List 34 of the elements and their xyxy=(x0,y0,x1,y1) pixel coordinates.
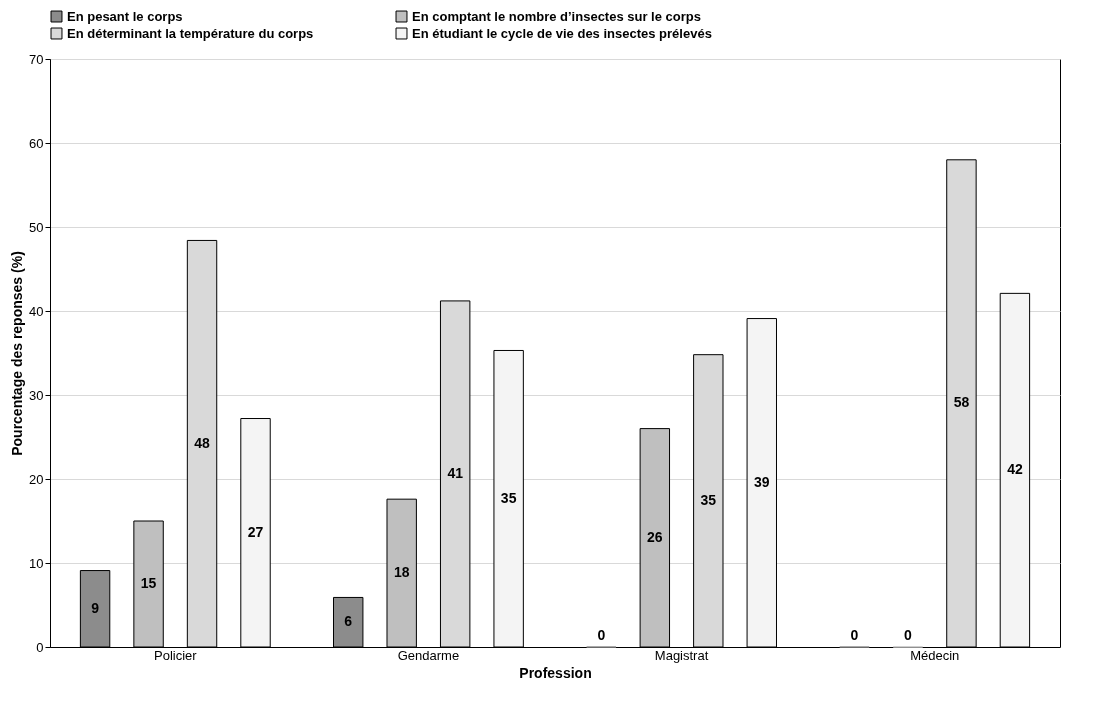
legend-label: En comptant le nombre d’insectes sur le corps xyxy=(412,8,701,24)
data-label: 48 xyxy=(194,434,211,451)
x-tick-label: Gendarme xyxy=(397,647,460,663)
data-label: 35 xyxy=(700,491,717,508)
data-label: 35 xyxy=(500,489,517,506)
x-tick-label: Magistrat xyxy=(654,647,709,663)
y-tick-label: 70 xyxy=(29,51,44,67)
y-tick-label: 10 xyxy=(29,555,44,571)
y-tick-label: 40 xyxy=(29,303,44,319)
y-tick-label: 0 xyxy=(36,639,44,655)
data-label: 6 xyxy=(344,613,353,630)
data-label: 0 xyxy=(597,627,606,643)
x-axis-title: Profession xyxy=(519,664,592,681)
legend-label: En pesant le corps xyxy=(67,8,183,24)
data-label: 39 xyxy=(754,473,770,490)
data-label: 0 xyxy=(904,627,913,643)
data-label: 27 xyxy=(247,523,264,540)
data-label: 58 xyxy=(953,394,970,411)
y-tick-label: 20 xyxy=(29,471,44,487)
data-label: 26 xyxy=(647,528,663,545)
data-label: 42 xyxy=(1007,461,1023,478)
legend-label: En étudiant le cycle de vie des insectes prélevés xyxy=(412,25,712,41)
data-label: 9 xyxy=(91,599,100,616)
x-tick-label: Médecin xyxy=(910,647,960,663)
data-label: 41 xyxy=(447,464,464,481)
legend-label: En déterminant la température du corps xyxy=(67,25,314,41)
y-axis-title: Pourcentage des reponses (%) xyxy=(9,251,26,456)
y-tick-label: 60 xyxy=(29,135,44,151)
x-tick-label: Policier xyxy=(153,647,198,663)
data-label: 18 xyxy=(393,564,410,581)
data-label: 15 xyxy=(140,575,157,591)
data-label: 0 xyxy=(850,627,859,643)
y-tick-label: 30 xyxy=(29,387,44,403)
y-tick-label: 50 xyxy=(29,219,44,235)
